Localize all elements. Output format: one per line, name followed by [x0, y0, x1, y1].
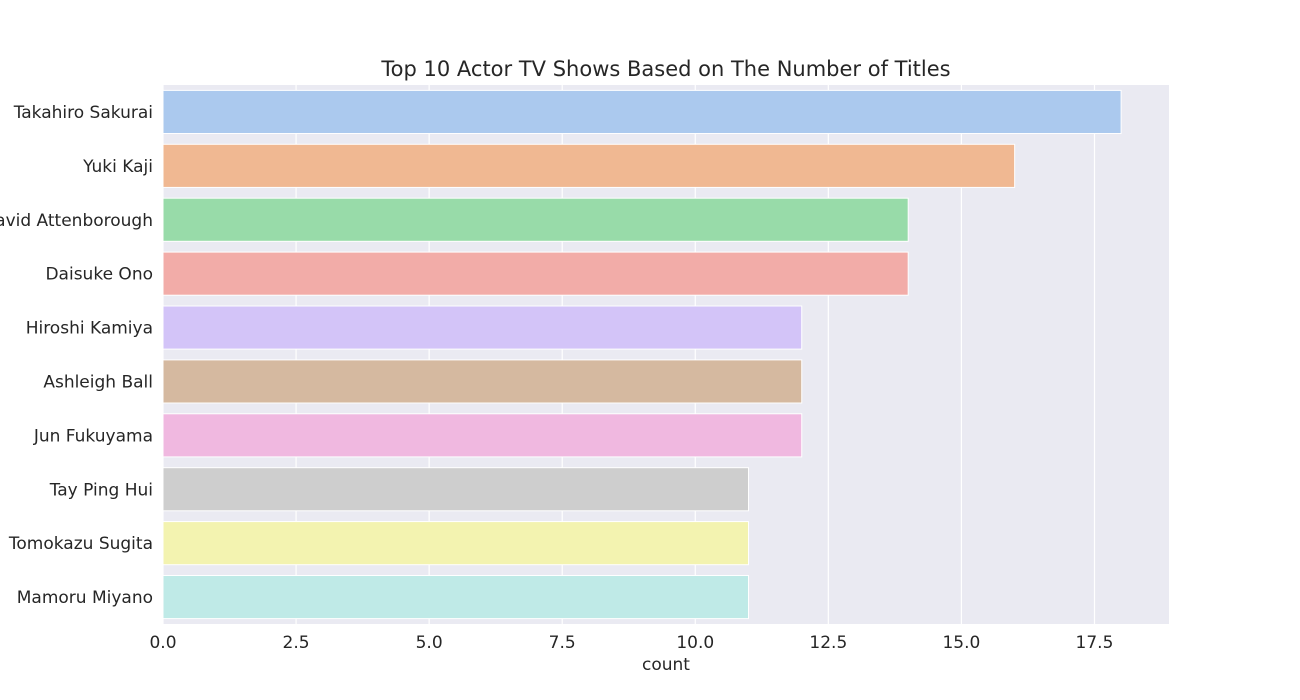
bar [162, 467, 750, 512]
bar [162, 251, 909, 296]
y-tick-label: David Attenborough [0, 211, 153, 231]
y-tick-label: Daisuke Ono [45, 265, 153, 285]
chart-title: Top 10 Actor TV Shows Based on The Numbe… [380, 57, 950, 81]
y-tick-label: Jun Fukuyama [33, 426, 153, 446]
bar [162, 197, 909, 242]
bar [162, 143, 1016, 188]
bar [162, 89, 1122, 135]
x-tick-label: 17.5 [1076, 633, 1114, 653]
x-tick-label: 5.0 [416, 633, 443, 653]
x-tick-label: 15.0 [942, 633, 980, 653]
y-tick-label: Tomokazu Sugita [8, 534, 153, 554]
x-tick-label: 12.5 [809, 633, 847, 653]
bar [162, 574, 750, 620]
y-tick-label: Ashleigh Ball [43, 372, 153, 392]
y-tick-label: Tay Ping Hui [49, 480, 153, 500]
bar [162, 521, 750, 566]
x-tick-label: 0.0 [149, 633, 176, 653]
y-tick-label: Hiroshi Kamiya [26, 319, 153, 339]
y-tick-label: Takahiro Sakurai [13, 103, 153, 123]
y-tick-label: Mamoru Miyano [17, 588, 153, 608]
y-tick-label: Yuki Kaji [82, 157, 153, 177]
x-tick-label: 2.5 [283, 633, 310, 653]
x-tick-label: 10.0 [676, 633, 714, 653]
bar [162, 359, 803, 404]
bar [162, 305, 803, 350]
x-axis-label: count [642, 655, 690, 675]
bar [162, 413, 803, 458]
x-tick-label: 7.5 [549, 633, 576, 653]
